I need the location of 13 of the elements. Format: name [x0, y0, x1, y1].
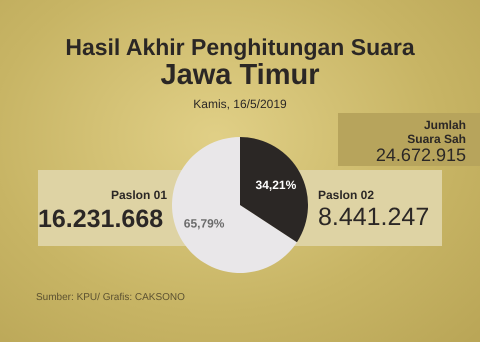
data-label: 65,79% [184, 216, 225, 231]
text: Kamis, 16/5/2019 [192, 97, 288, 111]
text: 24.672.915 [376, 145, 466, 166]
data-label: 34,21% [256, 178, 297, 192]
chart-title: Hasil Akhir Penghitungan Suara [64, 34, 416, 61]
text: 16.231.668 [38, 205, 164, 234]
slice-label: Paslon 02 [318, 188, 374, 202]
text: Suara Sah [407, 132, 466, 146]
text: Sumber: KPU/ Grafis: CAKSONO [36, 292, 185, 303]
slice-label: Paslon 01 [110, 188, 167, 202]
chart-subtitle: Jawa Timur [159, 59, 320, 92]
text: 8.441.247 [318, 203, 430, 232]
text: Jumlah [424, 118, 466, 132]
